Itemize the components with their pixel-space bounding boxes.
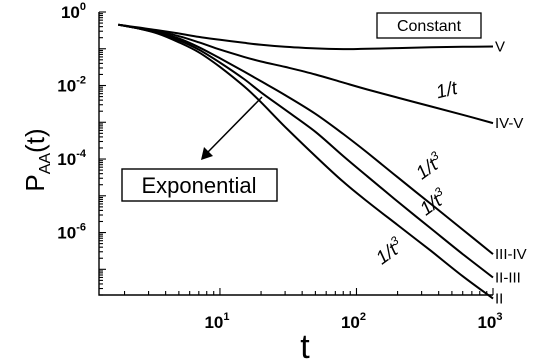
series-lines (118, 23, 494, 300)
y-axis-tick-labels: 100 10-2 10-4 10-6 (57, 1, 87, 243)
x-axis-tick-labels: 101 102 103 (204, 311, 502, 332)
y-tick-label: 10-4 (57, 148, 87, 169)
y-axis-title: PAA(t) (20, 128, 54, 191)
series-line-iii-iv (118, 23, 494, 255)
y-axis-title-sub: AA (37, 153, 54, 175)
constant-label: Constant (397, 18, 462, 35)
annotation-1-over-t: 1/t (434, 78, 460, 104)
x-tick-label: 101 (204, 311, 229, 332)
x-tick-label: 102 (341, 311, 366, 332)
series-line-ii (118, 23, 494, 300)
y-axis-ticks (99, 11, 106, 296)
y-tick-label: 10-6 (57, 222, 86, 243)
x-axis-ticks (123, 288, 494, 295)
series-labels: V IV-V III-IV II-III II (495, 39, 527, 308)
exponential-box (121, 168, 278, 202)
series-label-iv-v: IV-V (495, 115, 523, 132)
series-label-ii-iii: II-III (495, 269, 521, 286)
constant-box (376, 12, 482, 39)
series-label-ii: II (495, 291, 503, 308)
exponential-label: Exponential (142, 173, 257, 198)
x-tick-label: 103 (477, 311, 502, 332)
series-line-iv-v (118, 23, 494, 125)
annotation-1-over-t3-upper: 1/t3 (411, 148, 448, 184)
y-axis-title-main: P (20, 174, 50, 191)
y-tick-label: 100 (61, 1, 86, 22)
arrow-head (201, 147, 213, 160)
series-label-iii-iv: III-IV (495, 246, 527, 263)
series-line-v (118, 23, 494, 51)
y-tick-label: 10-2 (57, 75, 86, 96)
y-axis-title-tail: (t) (20, 128, 50, 153)
annotation-1-over-t3-lower: 1/t3 (371, 233, 408, 269)
x-axis-title: t (300, 328, 310, 362)
arrow-line (206, 96, 263, 154)
series-line-ii-iii (118, 23, 494, 279)
series-label-v: V (495, 39, 505, 56)
